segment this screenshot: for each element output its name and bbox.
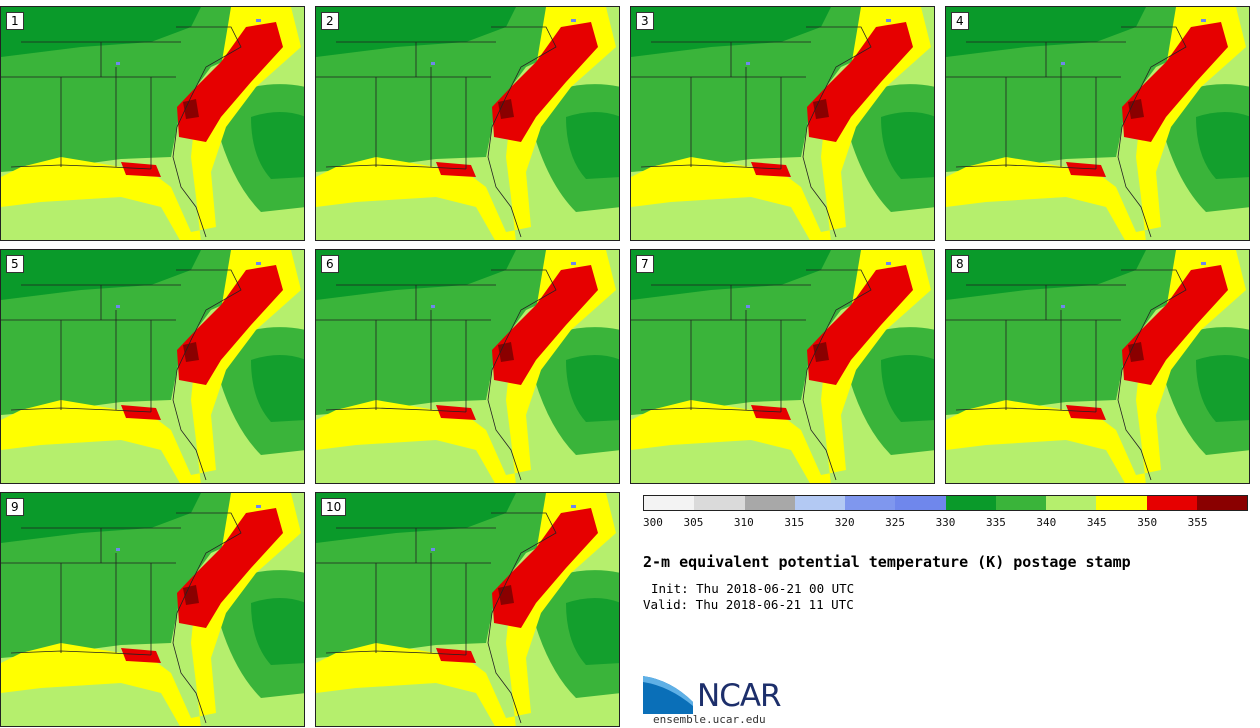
colorbar-tick-label: 310: [733, 516, 754, 529]
init-time: Init: Thu 2018-06-21 00 UTC: [651, 581, 855, 596]
map-panel-1: 1: [0, 6, 305, 241]
panel-number: 5: [6, 255, 24, 273]
map-svg: [631, 250, 934, 483]
map-panel-10: 10: [315, 492, 620, 727]
ncar-logo-icon: [643, 676, 693, 714]
colorbar-tick-label: 355: [1187, 516, 1208, 529]
panel-number: 1: [6, 12, 24, 30]
colorbar-segment-1: [694, 496, 745, 510]
colorbar-tick-label: 335: [985, 516, 1006, 529]
map-svg: [1, 250, 304, 483]
map-svg: [316, 493, 619, 726]
colorbar-tick-label: 340: [1036, 516, 1057, 529]
colorbar-segment-7: [995, 496, 1046, 510]
page-title: 2-m equivalent potential temperature (K)…: [643, 553, 1131, 571]
colorbar-tick-label: 315: [784, 516, 805, 529]
panel-number: 2: [321, 12, 339, 30]
colorbar-segment-9: [1096, 496, 1147, 510]
map-panel-5: 5: [0, 249, 305, 484]
panel-number: 9: [6, 498, 24, 516]
map-svg: [316, 250, 619, 483]
colorbar-segment-10: [1146, 496, 1197, 510]
map-svg: [316, 7, 619, 240]
colorbar-tick-label: 350: [1137, 516, 1158, 529]
map-panel-7: 7: [630, 249, 935, 484]
map-svg: [631, 7, 934, 240]
panel-number: 7: [636, 255, 654, 273]
colorbar: [643, 495, 1248, 511]
colorbar-segment-5: [895, 496, 946, 510]
colorbar-segment-11: [1196, 496, 1247, 510]
ncar-logo-text: NCAR: [697, 678, 782, 714]
map-panel-2: 2: [315, 6, 620, 241]
site-url: ensemble.ucar.edu: [653, 713, 766, 726]
panel-number: 4: [951, 12, 969, 30]
colorbar-segment-8: [1046, 496, 1097, 510]
colorbar-ticks: 300 305 310 315 320 325 330 335 340 345 350 355: [643, 516, 1248, 530]
map-svg: [1, 7, 304, 240]
panel-number: 8: [951, 255, 969, 273]
map-panel-3: 3: [630, 6, 935, 241]
panel-number: 3: [636, 12, 654, 30]
colorbar-segment-3: [794, 496, 845, 510]
map-svg: [946, 7, 1249, 240]
colorbar-tick-label: 320: [834, 516, 855, 529]
colorbar-tick-label: 330: [935, 516, 956, 529]
colorbar-segment-4: [845, 496, 896, 510]
colorbar-tick-label: 305: [683, 516, 704, 529]
map-panel-8: 8: [945, 249, 1250, 484]
map-svg: [1, 493, 304, 726]
map-svg: [946, 250, 1249, 483]
colorbar-tick-label: 345: [1086, 516, 1107, 529]
valid-time: Valid: Thu 2018-06-21 11 UTC: [643, 597, 854, 612]
colorbar-tick-label: 325: [885, 516, 906, 529]
panel-number: 10: [321, 498, 347, 516]
colorbar-tick-label: 300: [643, 516, 663, 529]
map-panel-4: 4: [945, 6, 1250, 241]
map-panel-6: 6: [315, 249, 620, 484]
colorbar-segment-0: [644, 496, 695, 510]
map-panel-9: 9: [0, 492, 305, 727]
colorbar-segment-2: [744, 496, 795, 510]
colorbar-segment-6: [945, 496, 996, 510]
panel-number: 6: [321, 255, 339, 273]
